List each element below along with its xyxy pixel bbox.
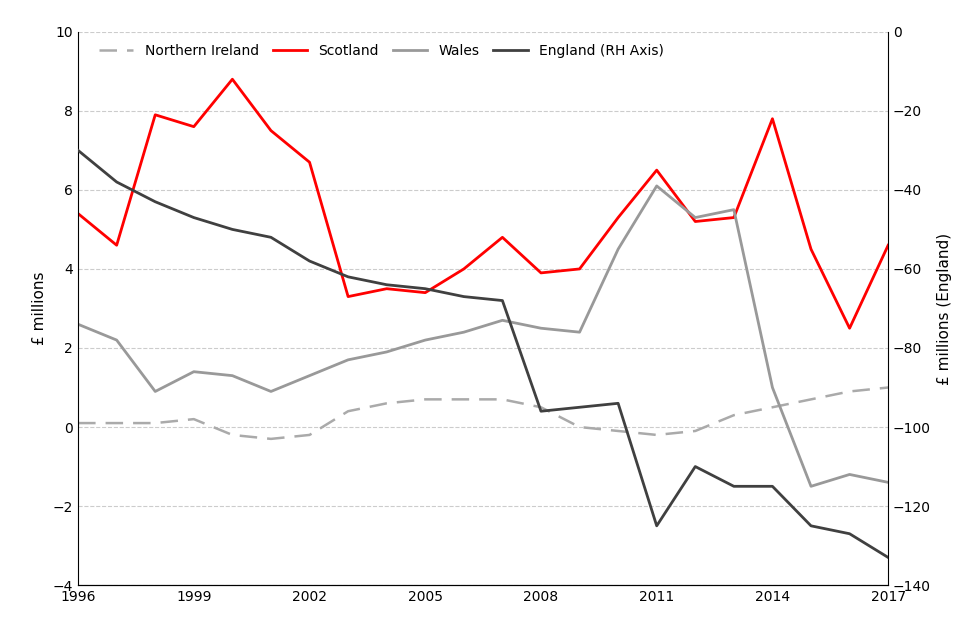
Scotland [651, 167, 663, 174]
Northern Ireland [497, 396, 508, 403]
Wales [651, 182, 663, 190]
England (RH Axis) [265, 233, 277, 241]
Wales [574, 328, 586, 336]
Scotland [304, 158, 315, 166]
England (RH Axis) [805, 522, 817, 530]
Northern Ireland [612, 427, 624, 435]
Wales [111, 336, 123, 344]
Wales [72, 321, 84, 328]
England (RH Axis) [111, 178, 123, 186]
England (RH Axis) [612, 399, 624, 407]
Northern Ireland [188, 415, 200, 423]
Scotland [72, 210, 84, 218]
Y-axis label: £ millions: £ millions [32, 272, 47, 345]
Wales [689, 214, 701, 221]
Wales [805, 483, 817, 490]
Northern Ireland [111, 419, 123, 427]
England (RH Axis) [226, 226, 238, 233]
Line: Scotland: Scotland [78, 80, 888, 328]
Scotland [574, 265, 586, 273]
Scotland [188, 123, 200, 130]
Northern Ireland [728, 411, 740, 419]
Scotland [149, 111, 161, 119]
England (RH Axis) [343, 273, 354, 280]
Wales [149, 388, 161, 396]
Northern Ireland [766, 403, 778, 411]
England (RH Axis) [766, 483, 778, 490]
Northern Ireland [843, 388, 855, 396]
Scotland [843, 324, 855, 332]
Wales [728, 206, 740, 214]
Line: England (RH Axis): England (RH Axis) [78, 150, 888, 557]
Northern Ireland [304, 431, 315, 439]
England (RH Axis) [72, 146, 84, 154]
Y-axis label: £ millions (England): £ millions (England) [937, 232, 952, 385]
Wales [843, 471, 855, 478]
Scotland [766, 115, 778, 123]
Wales [497, 317, 508, 324]
Scotland [265, 127, 277, 134]
Wales [458, 328, 469, 336]
England (RH Axis) [843, 530, 855, 537]
Scotland [343, 293, 354, 300]
Wales [535, 324, 547, 332]
Scotland [535, 269, 547, 277]
Northern Ireland [574, 423, 586, 431]
Wales [343, 356, 354, 364]
Scotland [689, 218, 701, 225]
Northern Ireland [420, 396, 431, 403]
England (RH Axis) [689, 463, 701, 471]
England (RH Axis) [882, 553, 894, 561]
Northern Ireland [149, 419, 161, 427]
Scotland [612, 214, 624, 221]
Scotland [458, 265, 469, 273]
Northern Ireland [381, 399, 392, 407]
Line: Northern Ireland: Northern Ireland [78, 387, 888, 439]
Northern Ireland [689, 427, 701, 435]
Northern Ireland [72, 419, 84, 427]
Wales [882, 478, 894, 486]
Scotland [381, 285, 392, 293]
Scotland [226, 76, 238, 83]
Wales [265, 388, 277, 396]
Wales [304, 372, 315, 380]
England (RH Axis) [728, 483, 740, 490]
Legend: Northern Ireland, Scotland, Wales, England (RH Axis): Northern Ireland, Scotland, Wales, Engla… [93, 39, 670, 64]
England (RH Axis) [651, 522, 663, 530]
Northern Ireland [535, 403, 547, 411]
England (RH Axis) [420, 285, 431, 293]
Scotland [420, 289, 431, 296]
Wales [381, 348, 392, 356]
England (RH Axis) [497, 297, 508, 305]
England (RH Axis) [149, 198, 161, 205]
Line: Wales: Wales [78, 186, 888, 487]
England (RH Axis) [381, 281, 392, 289]
Scotland [805, 245, 817, 253]
Northern Ireland [265, 435, 277, 443]
Wales [420, 336, 431, 344]
Scotland [882, 242, 894, 249]
England (RH Axis) [458, 293, 469, 300]
Wales [226, 372, 238, 380]
England (RH Axis) [304, 257, 315, 265]
Scotland [728, 214, 740, 221]
England (RH Axis) [535, 408, 547, 415]
Northern Ireland [458, 396, 469, 403]
England (RH Axis) [574, 403, 586, 411]
Northern Ireland [651, 431, 663, 439]
Scotland [111, 242, 123, 249]
Northern Ireland [882, 384, 894, 391]
Northern Ireland [805, 396, 817, 403]
Northern Ireland [226, 431, 238, 439]
Scotland [497, 233, 508, 241]
Wales [188, 368, 200, 375]
Wales [766, 384, 778, 391]
Wales [612, 245, 624, 253]
England (RH Axis) [188, 214, 200, 221]
Northern Ireland [343, 408, 354, 415]
